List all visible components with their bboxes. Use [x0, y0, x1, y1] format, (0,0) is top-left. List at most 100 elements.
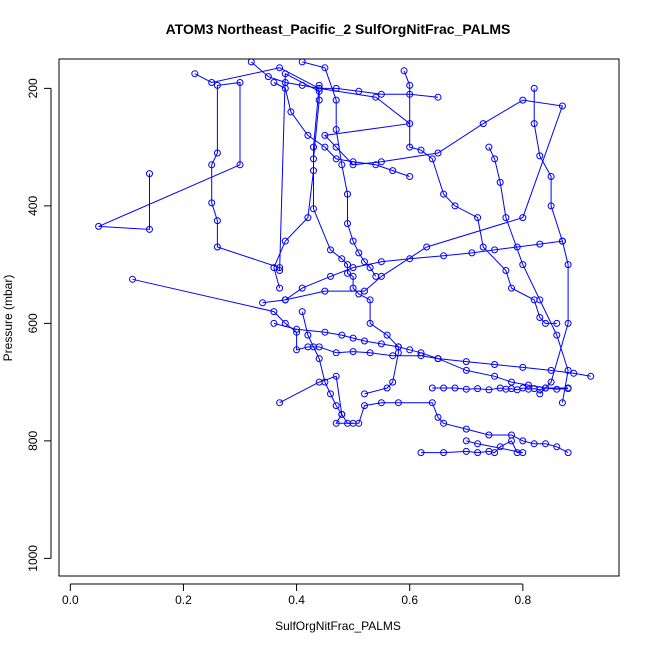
data-point	[332, 372, 340, 380]
data-point	[462, 425, 470, 433]
data-point	[377, 258, 385, 266]
data-point	[349, 284, 357, 292]
y-tick-label: 800	[26, 431, 40, 451]
data-point	[372, 272, 380, 280]
data-point	[349, 264, 357, 272]
data-point	[440, 252, 448, 260]
data-point	[519, 214, 527, 222]
data-point	[485, 431, 493, 439]
series-line	[262, 240, 563, 304]
data-point	[389, 352, 397, 360]
data-point	[315, 96, 323, 104]
data-point	[440, 384, 448, 392]
data-point	[389, 378, 397, 386]
data-point	[236, 161, 244, 169]
data-point	[417, 349, 425, 357]
data-point	[570, 369, 578, 377]
data-point	[315, 355, 323, 363]
data-point	[298, 284, 306, 292]
data-point	[213, 149, 221, 157]
data-point	[553, 331, 561, 339]
data-point	[276, 284, 284, 292]
series-line	[432, 387, 569, 391]
data-point	[344, 190, 351, 198]
data-point	[536, 152, 544, 160]
data-point	[519, 96, 527, 104]
data-point	[389, 167, 397, 175]
data-point	[428, 384, 436, 392]
data-point	[213, 217, 221, 225]
data-point	[361, 287, 368, 295]
data-point	[208, 199, 216, 207]
data-point	[236, 79, 244, 86]
data-point	[372, 93, 380, 101]
data-point	[502, 214, 510, 222]
series-line	[273, 82, 410, 177]
data-point	[259, 299, 267, 307]
x-axis: 0.0 0.2 0.4 0.6 0.8	[62, 583, 532, 607]
data-point	[327, 246, 334, 254]
data-point	[496, 178, 504, 186]
data-point	[366, 264, 374, 272]
data-point	[417, 449, 425, 457]
data-point	[349, 272, 357, 280]
data-point	[462, 385, 470, 393]
data-point	[338, 331, 346, 339]
data-point	[434, 149, 442, 157]
series-line	[488, 146, 569, 403]
data-point	[491, 155, 499, 163]
data-point	[281, 70, 289, 78]
data-point	[394, 399, 402, 407]
data-point	[276, 267, 284, 274]
data-series	[298, 308, 357, 427]
data-point	[310, 143, 317, 151]
data-point	[558, 237, 566, 245]
series-line	[403, 70, 557, 324]
data-point	[542, 384, 549, 392]
data-point	[428, 399, 436, 407]
data-point	[474, 449, 482, 457]
data-point	[332, 84, 340, 92]
y-axis-label: Pressure (mbar)	[1, 275, 15, 362]
data-point	[191, 70, 199, 78]
data-point	[332, 126, 340, 133]
data-point	[213, 81, 221, 89]
data-series	[259, 237, 566, 307]
data-point	[525, 381, 532, 389]
data-point	[496, 443, 504, 451]
data-point	[485, 386, 493, 394]
data-series	[485, 143, 572, 407]
data-point	[428, 155, 436, 163]
data-point	[508, 437, 515, 445]
data-point	[474, 385, 482, 393]
data-point	[485, 143, 493, 151]
data-point	[558, 399, 566, 407]
data-point	[281, 237, 289, 245]
data-point	[349, 158, 357, 166]
data-point	[377, 158, 385, 166]
data-point	[536, 240, 544, 248]
chart-title: ATOM3 Northeast_Pacific_2 SulfOrgNitFrac…	[166, 21, 511, 37]
data-point	[451, 384, 459, 392]
data-point	[462, 358, 470, 366]
data-point	[355, 249, 363, 257]
data-point	[338, 255, 346, 263]
data-point	[423, 243, 431, 251]
data-point	[417, 146, 425, 154]
data-point	[553, 319, 561, 327]
data-point	[361, 390, 368, 398]
data-point	[338, 410, 346, 418]
x-tick-label: 0.6	[401, 593, 418, 607]
data-point	[530, 120, 538, 128]
series-line	[279, 375, 569, 454]
series-line	[194, 67, 564, 301]
data-point	[332, 349, 340, 357]
data-point	[536, 296, 544, 304]
series-line	[301, 311, 354, 424]
data-point	[536, 314, 544, 321]
data-point	[349, 348, 357, 356]
data-series	[247, 58, 442, 101]
data-point	[276, 64, 284, 72]
data-point	[440, 419, 448, 427]
